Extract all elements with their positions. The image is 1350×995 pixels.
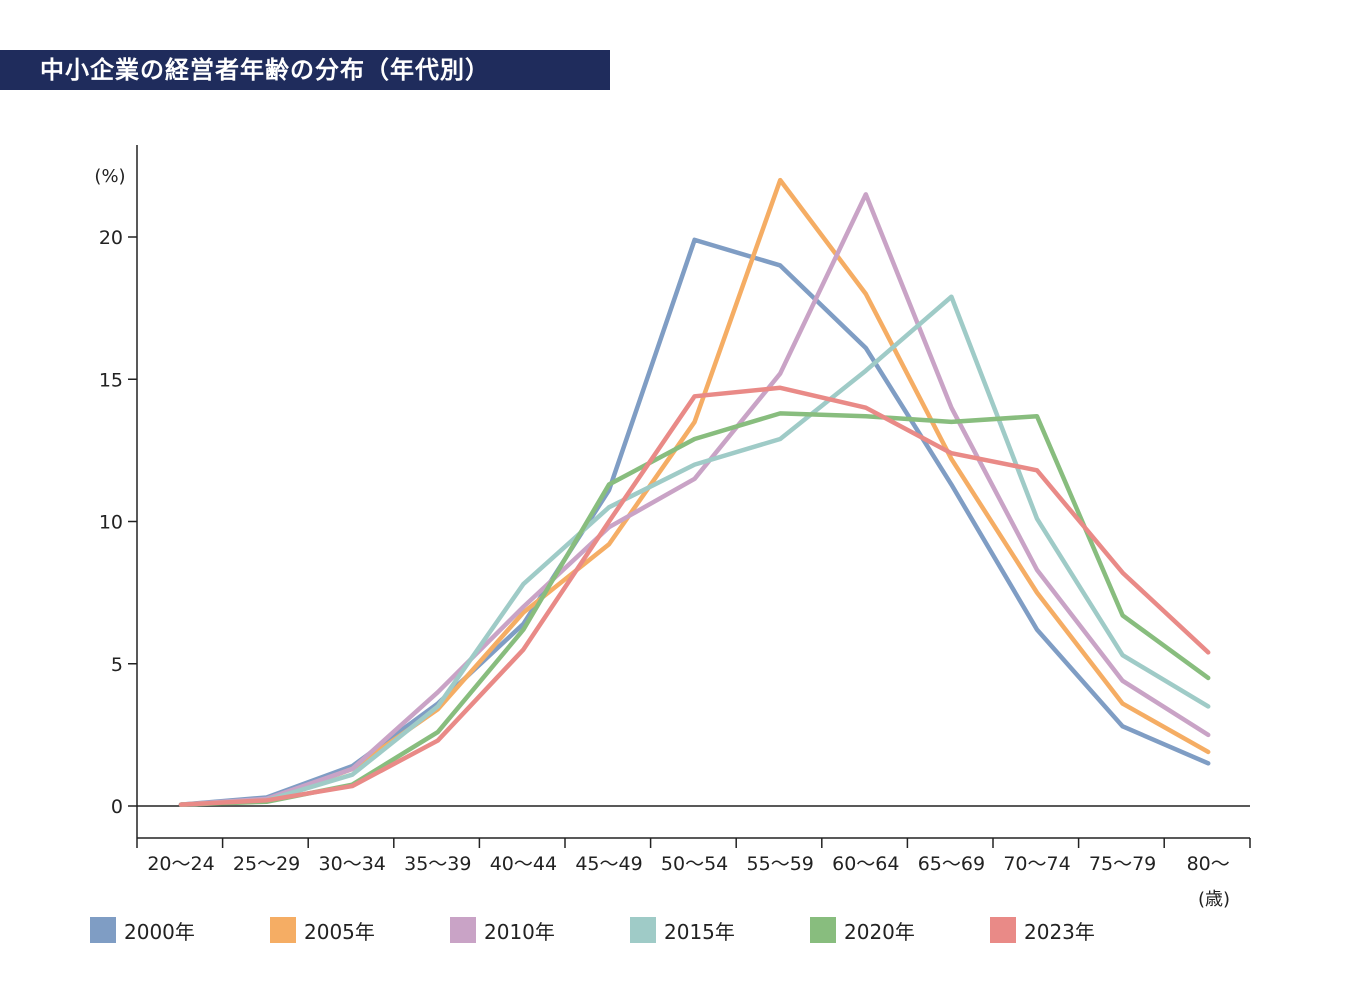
x-tick-label: 55～59	[747, 853, 814, 875]
legend-item: 2020年	[810, 915, 915, 945]
legend-label: 2023年	[1024, 919, 1095, 944]
legend-item: 2000年	[90, 915, 195, 945]
legend-label: 2000年	[124, 919, 195, 944]
y-tick-label: 15	[99, 369, 123, 391]
legend-swatch	[450, 917, 476, 943]
x-tick-label: 45～49	[575, 853, 642, 875]
x-ticks: 20～24 25～29 30～34 35～39 40～44 45～49 50～54 55～59…	[136, 838, 1251, 875]
x-tick-label: 50～54	[661, 853, 728, 875]
legend-swatch	[90, 917, 116, 943]
series-line-5	[178, 385, 1211, 807]
y-tick-label: 20	[99, 227, 123, 249]
chart-title: 中小企業の経営者年齢の分布（年代別）	[0, 50, 610, 90]
x-tick-label: 20～24	[147, 853, 214, 875]
y-ticks: 0 5 10 15 20	[99, 227, 137, 818]
y-tick-label: 5	[111, 654, 123, 676]
legend-swatch	[810, 917, 836, 943]
legend: 2000年 2005年 2010年 2015年 2020年 2023年	[90, 915, 1190, 945]
y-axis-unit-label: (%)	[94, 166, 125, 187]
x-axis-unit-label: (歳)	[1198, 889, 1230, 910]
legend-item: 2010年	[450, 915, 555, 945]
x-tick-label: 35～39	[404, 853, 471, 875]
x-tick-label: 75～79	[1089, 853, 1156, 875]
series-line-3	[178, 294, 1211, 807]
y-tick-label: 0	[111, 796, 123, 818]
x-tick-label: 40～44	[490, 853, 557, 875]
legend-label: 2010年	[484, 919, 555, 944]
legend-item: 2015年	[630, 915, 735, 945]
legend-label: 2005年	[304, 919, 375, 944]
legend-swatch	[630, 917, 656, 943]
x-tick-label: 30～34	[319, 853, 386, 875]
x-tick-label: 25～29	[233, 853, 300, 875]
legend-swatch	[990, 917, 1016, 943]
x-tick-label: 65～69	[918, 853, 985, 875]
legend-label: 2020年	[844, 919, 915, 944]
x-tick-label: 80～	[1187, 853, 1230, 875]
series-lines	[178, 177, 1211, 807]
series-line-2	[178, 192, 1211, 807]
legend-swatch	[270, 917, 296, 943]
legend-label: 2015年	[664, 919, 735, 944]
legend-item: 2005年	[270, 915, 375, 945]
legend-item: 2023年	[990, 915, 1095, 945]
y-tick-label: 10	[99, 512, 123, 534]
series-line-0	[178, 237, 1211, 807]
series-line-4	[178, 411, 1211, 807]
x-tick-label: 60～64	[832, 853, 899, 875]
x-tick-label: 70～74	[1003, 853, 1070, 875]
